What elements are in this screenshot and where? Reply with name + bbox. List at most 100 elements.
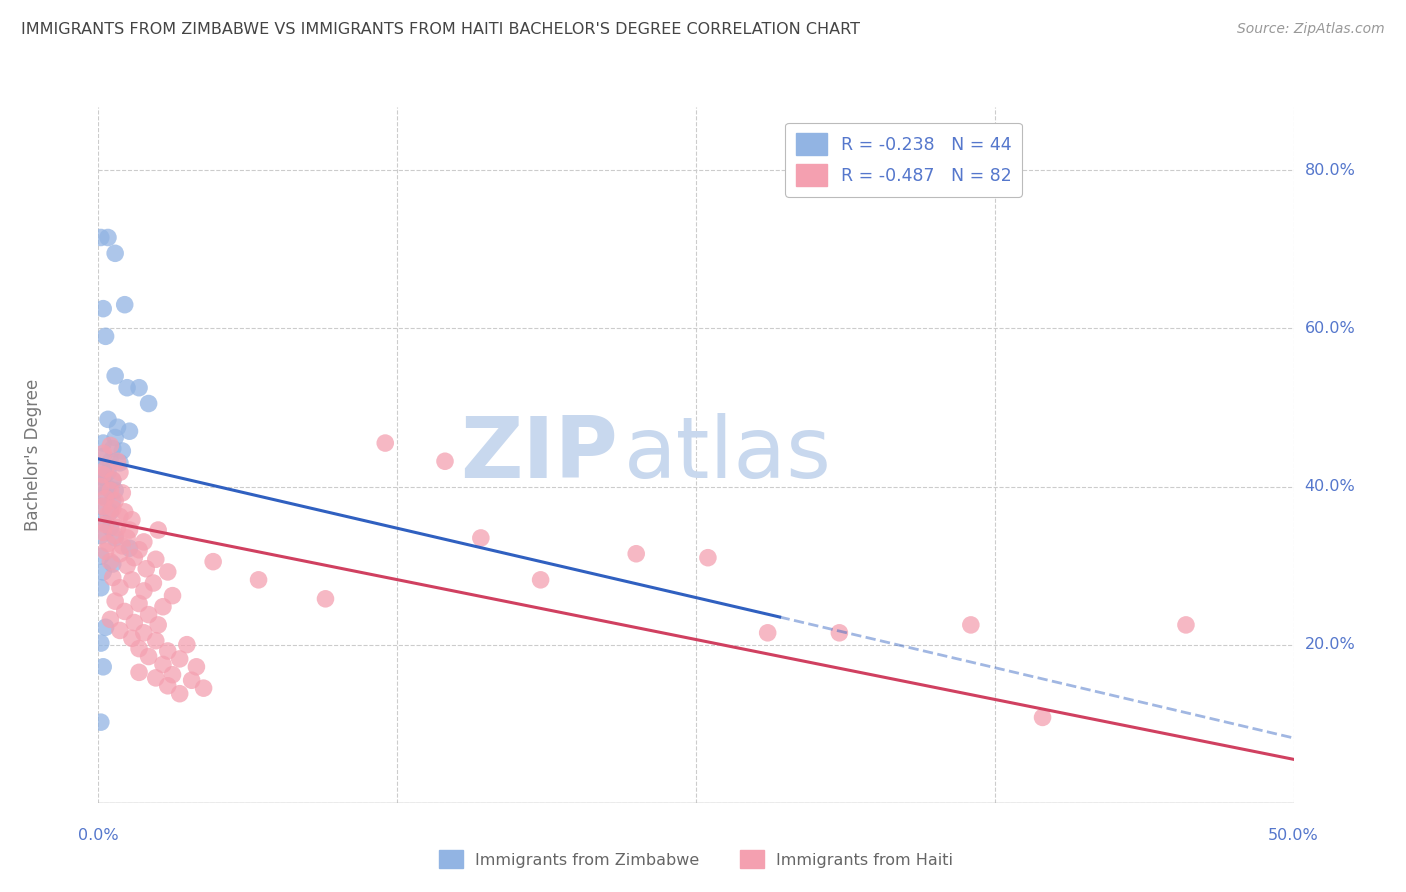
- Point: [121, 513, 143, 527]
- Point: [107, 521, 129, 535]
- Point: [101, 473, 124, 487]
- Point: [107, 454, 129, 468]
- Point: [128, 665, 150, 680]
- Point: [115, 381, 138, 395]
- Point: [91, 436, 114, 450]
- Point: [135, 562, 157, 576]
- Point: [101, 442, 124, 456]
- Point: [114, 505, 136, 519]
- Point: [121, 632, 143, 646]
- Point: [108, 456, 131, 470]
- Text: IMMIGRANTS FROM ZIMBABWE VS IMMIGRANTS FROM HAITI BACHELOR'S DEGREE CORRELATION : IMMIGRANTS FROM ZIMBABWE VS IMMIGRANTS F…: [21, 22, 860, 37]
- Point: [1032, 710, 1054, 724]
- Point: [90, 528, 112, 542]
- Point: [98, 454, 122, 468]
- Point: [98, 612, 122, 626]
- Point: [108, 509, 131, 524]
- Point: [176, 638, 198, 652]
- Point: [91, 660, 114, 674]
- Point: [94, 491, 117, 506]
- Point: [1175, 618, 1198, 632]
- Point: [108, 547, 131, 561]
- Text: 20.0%: 20.0%: [1305, 637, 1355, 652]
- Point: [98, 483, 122, 498]
- Point: [132, 534, 155, 549]
- Point: [104, 246, 127, 260]
- Point: [145, 552, 167, 566]
- Point: [97, 412, 120, 426]
- Point: [624, 547, 647, 561]
- Text: Source: ZipAtlas.com: Source: ZipAtlas.com: [1237, 22, 1385, 37]
- Point: [529, 573, 551, 587]
- Point: [91, 446, 114, 460]
- Point: [98, 555, 122, 569]
- Point: [101, 493, 124, 508]
- Point: [138, 649, 160, 664]
- Point: [111, 539, 134, 553]
- Point: [156, 679, 179, 693]
- Point: [162, 667, 184, 681]
- Point: [148, 523, 170, 537]
- Point: [91, 500, 114, 514]
- Point: [114, 605, 136, 619]
- Point: [91, 565, 114, 579]
- Point: [115, 531, 138, 545]
- Point: [193, 681, 215, 695]
- Point: [90, 636, 112, 650]
- Point: [138, 607, 160, 622]
- Point: [756, 625, 779, 640]
- Point: [90, 715, 112, 730]
- Text: ZIP: ZIP: [461, 413, 619, 497]
- Point: [374, 436, 396, 450]
- Point: [169, 652, 191, 666]
- Text: 80.0%: 80.0%: [1305, 163, 1355, 178]
- Point: [91, 470, 114, 484]
- Point: [98, 438, 122, 452]
- Point: [180, 673, 202, 688]
- Point: [828, 625, 851, 640]
- Point: [111, 444, 134, 458]
- Point: [107, 420, 129, 434]
- Point: [959, 618, 981, 632]
- Point: [91, 525, 114, 540]
- Point: [91, 515, 114, 529]
- Point: [169, 687, 191, 701]
- Point: [104, 430, 127, 444]
- Point: [94, 329, 117, 343]
- Text: 0.0%: 0.0%: [79, 828, 118, 843]
- Point: [97, 536, 120, 550]
- Point: [90, 479, 112, 493]
- Point: [697, 550, 720, 565]
- Point: [132, 583, 155, 598]
- Point: [101, 570, 124, 584]
- Point: [115, 558, 138, 573]
- Point: [108, 624, 131, 638]
- Point: [433, 454, 456, 468]
- Point: [91, 467, 114, 482]
- Point: [108, 466, 131, 480]
- Point: [162, 589, 184, 603]
- Point: [94, 517, 117, 532]
- Point: [97, 507, 120, 521]
- Text: 60.0%: 60.0%: [1305, 321, 1355, 336]
- Point: [98, 521, 122, 535]
- Legend: Immigrants from Zimbabwe, Immigrants from Haiti: Immigrants from Zimbabwe, Immigrants fro…: [432, 844, 960, 875]
- Point: [104, 483, 127, 498]
- Point: [156, 565, 179, 579]
- Text: Bachelor's Degree: Bachelor's Degree: [24, 379, 42, 531]
- Point: [91, 450, 114, 464]
- Point: [148, 618, 170, 632]
- Point: [247, 573, 270, 587]
- Point: [94, 544, 117, 558]
- Point: [142, 576, 165, 591]
- Point: [111, 486, 134, 500]
- Point: [186, 660, 208, 674]
- Point: [90, 500, 112, 514]
- Point: [104, 493, 127, 508]
- Point: [124, 550, 146, 565]
- Point: [90, 581, 112, 595]
- Text: atlas: atlas: [624, 413, 832, 497]
- Point: [470, 531, 492, 545]
- Point: [101, 473, 124, 487]
- Point: [91, 301, 114, 316]
